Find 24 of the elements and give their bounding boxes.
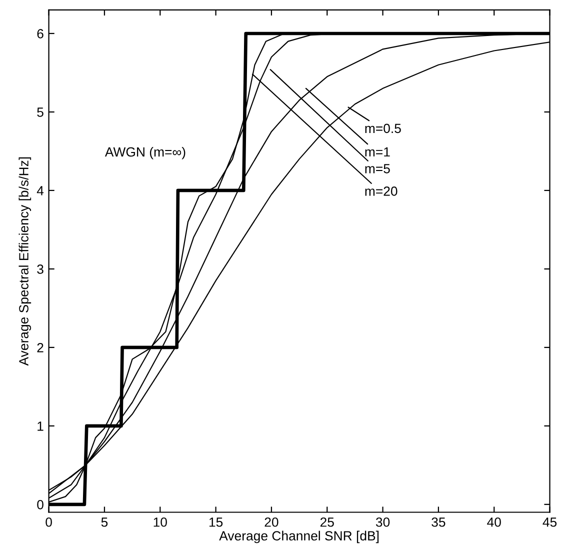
x-tick-label: 35 [432,517,446,527]
x-axis-title: Average Channel SNR [dB] [219,530,379,544]
x-tick-label: 0 [46,517,52,527]
y-tick-label: 3 [37,264,44,274]
y-tick-label: 5 [37,108,44,117]
annotation: m=20 [365,186,398,196]
y-tick-label: 4 [36,186,44,196]
y-tick-label: 2 [37,343,44,352]
annotation: m=5 [365,164,390,174]
x-tick-label: 25 [320,517,334,527]
annotation: AWGN (m=∞) [104,146,186,160]
annotation: m=0.5 [365,124,401,134]
y-axis-title: Average Spectral Efficiency [b/s/Hz] [18,157,32,366]
y-tick-label: 6 [37,29,44,38]
x-tick-label: 45 [542,518,557,527]
x-tick-label: 30 [376,517,390,527]
x-tick-label: 10 [154,517,167,527]
y-tick-label: 0 [37,500,44,510]
x-tick-label: 20 [264,517,278,527]
x-tick-label: 5 [101,518,108,527]
annotation: m=1 [365,147,390,156]
y-tick-label: 1 [38,422,44,431]
x-tick-label: 40 [487,517,501,527]
x-tick-label: 15 [209,518,223,527]
